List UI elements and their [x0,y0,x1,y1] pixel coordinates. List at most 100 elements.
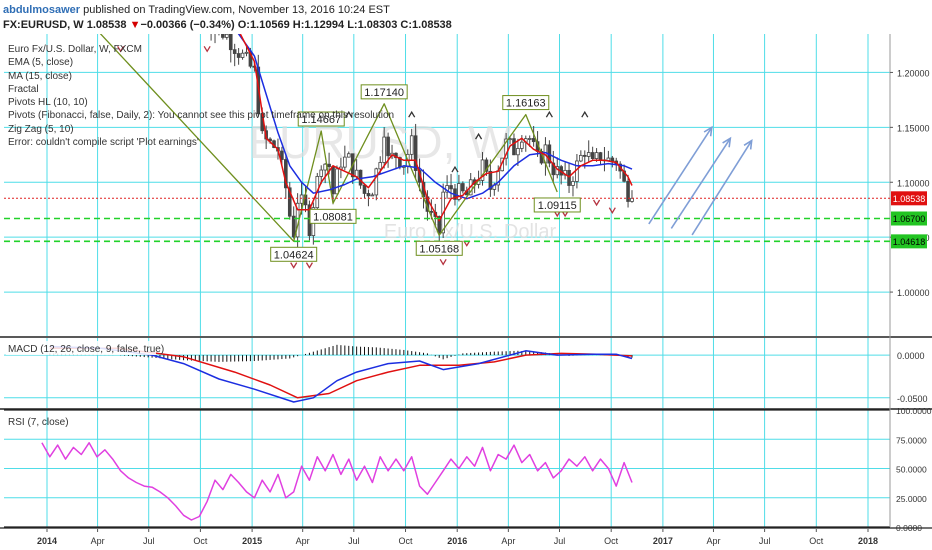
y-tick-label: 1.20000 [897,68,930,78]
close-label: C: [400,19,413,31]
y-tick-label: 1.10000 [897,178,930,188]
pivot-label-text: 1.14667 [301,114,341,126]
x-tick-label: 2014 [37,536,57,546]
forecast-arrow-icon [648,125,713,225]
y-tick-label: 1.00000 [897,288,930,298]
candle-body [449,185,453,190]
candle-body [386,136,390,156]
legend-entry[interactable]: Fractal [8,83,39,95]
pivot-label: 1.08081 [309,208,357,224]
forecast-arrow-head [743,138,753,150]
x-tick-label: Oct [604,536,619,546]
legend-entry[interactable]: Euro Fx/U.S. Dollar, W, FXCM [8,44,142,55]
pivot-label-text: 1.04624 [274,249,314,261]
macd-line [49,345,633,403]
candle-body [221,34,225,38]
rsi-y-tick-label: 50.0000 [896,465,927,475]
x-tick-label: Apr [706,536,720,546]
candle-body [488,170,493,190]
candle-body [429,210,434,213]
candle-body [202,18,205,20]
x-tick-label: Jul [348,536,360,546]
fractal-down-icon [561,210,569,218]
price-tag-label: 1.06700 [893,214,926,224]
price-change: −0.00366 (−0.34%) [140,19,235,31]
candle-body [551,162,556,176]
x-tick-label: Oct [399,536,414,546]
close-value: 1.08538 [412,19,452,31]
legend-entry[interactable]: Pivots (Fibonacci, false, Daily, 2): You… [8,110,395,122]
candle-body [579,154,583,162]
candle-body [236,53,241,58]
candle-body [327,163,331,168]
pivot-label: 1.14667 [297,111,345,127]
author-link[interactable]: abdulmosawer [3,4,81,16]
publish-line: abdulmosawer published on TradingView.co… [3,3,390,17]
candle-body [343,156,347,168]
candle-body [571,181,575,186]
fractal-up-icon [345,110,353,118]
forecast-arrow-shaft [648,126,713,225]
macd-y-tick-label: 0.0000 [897,351,925,361]
pivot-label-box [270,246,318,262]
pivot-label-box [309,208,357,224]
candle-body [214,29,217,33]
candle-body [504,138,508,159]
pivot-label: 1.09115 [533,197,581,213]
legend-entry[interactable]: Error: couldn't compile script 'Plot ear… [8,137,199,149]
fractal-up-icon [408,110,416,118]
price-tag [891,191,927,206]
ma-15-line [237,34,633,200]
open-value: 1.10569 [249,19,290,31]
legend-entry[interactable]: EMA (5, close) [8,57,74,69]
fractal-up-icon [475,132,483,140]
ema-5-line [239,34,633,222]
macd-title-bg [6,341,156,355]
candle-body [457,183,461,200]
x-tick-label: 2016 [447,536,467,546]
fractal-down-icon [439,258,447,266]
forecast-arrow-head [722,136,732,148]
candle-body [582,154,587,157]
legend-entry[interactable]: Pivots HL (10, 10) [8,97,88,109]
pivot-label-box [502,95,550,111]
pivot-label-text: 1.05168 [419,243,459,255]
candle-body [531,138,536,143]
legend-entry[interactable]: Zig Zag (5, 10) [8,123,74,135]
pivot-label-box [533,197,581,213]
open-label: O: [237,19,250,31]
legend-entry[interactable]: MA (15, close) [8,70,72,82]
fractal-up-icon [451,165,459,173]
rsi-y-tick-label: 25.0000 [896,494,927,504]
candle-body [630,197,634,202]
forecast-arrow-shaft [670,137,731,229]
candle-body [299,194,304,204]
candle-body [218,26,221,28]
candles [99,18,634,269]
rsi-pane [41,442,633,521]
pivot-label-box [297,111,345,127]
candle-body [626,180,630,202]
pivot-label-text: 1.08081 [313,211,353,223]
rsi-y-tick-label: 0.0000 [896,523,922,533]
pivot-label: 1.17140 [360,84,408,100]
candle-body [610,157,615,162]
fractal-down-icon [203,45,211,53]
pivot-label-box [415,240,463,256]
candle-body [516,148,520,156]
zigzag-line [99,34,558,242]
pivot-label-box [360,84,408,100]
candle-body [232,49,237,54]
candle-body [228,34,233,51]
candle-body [225,34,229,38]
change-down-icon: ▼ [129,19,141,31]
symbol-name: FX:EURUSD, W [3,19,84,31]
candle-body [335,168,339,195]
forecast-arrow-shaft [691,140,753,236]
low-value: 1.08303 [357,19,398,31]
candle-body [210,27,213,33]
fractal-down-icon [593,199,601,207]
x-tick-label: Apr [501,536,515,546]
candle-body [586,152,591,157]
